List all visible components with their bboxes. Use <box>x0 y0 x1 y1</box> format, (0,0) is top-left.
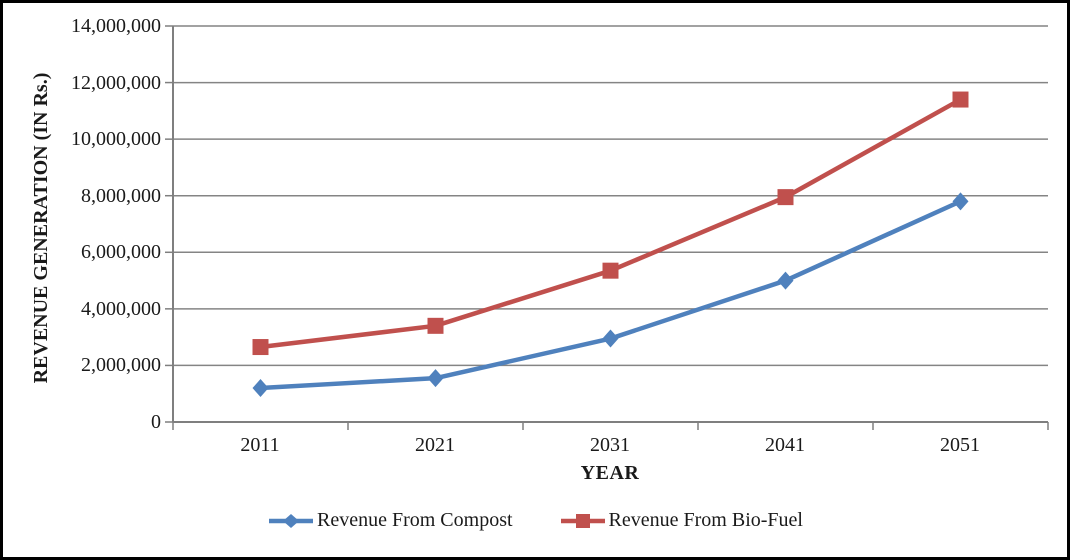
y-tick-label: 8,000,000 <box>81 185 161 207</box>
y-tick-label: 4,000,000 <box>81 298 161 320</box>
legend: Revenue From Compost Revenue From Bio-Fu… <box>3 509 1067 532</box>
legend-item-biofuel: Revenue From Bio-Fuel <box>559 509 803 532</box>
x-tick-label: 2011 <box>240 434 280 456</box>
legend-item-compost: Revenue From Compost <box>267 509 513 532</box>
x-tick-label: 2021 <box>415 434 455 456</box>
x-tick-label: 2051 <box>940 434 980 456</box>
legend-label-compost: Revenue From Compost <box>317 509 513 531</box>
y-tick-label: 0 <box>151 411 161 433</box>
y-tick-label: 2,000,000 <box>81 354 161 376</box>
y-tick-label: 12,000,000 <box>71 72 161 94</box>
plot-area <box>165 25 1049 430</box>
x-axis-title: YEAR <box>580 462 640 484</box>
y-tick-label: 6,000,000 <box>81 241 161 263</box>
y-tick-label: 14,000,000 <box>71 15 161 37</box>
biofuel-line-square-icon <box>559 511 607 531</box>
x-tick-label: 2041 <box>765 434 805 456</box>
x-tick-label: 2031 <box>590 434 630 456</box>
legend-label-biofuel: Revenue From Bio-Fuel <box>608 509 803 531</box>
compost-line-diamond-icon <box>267 511 315 531</box>
y-tick-label: 10,000,000 <box>71 128 161 150</box>
